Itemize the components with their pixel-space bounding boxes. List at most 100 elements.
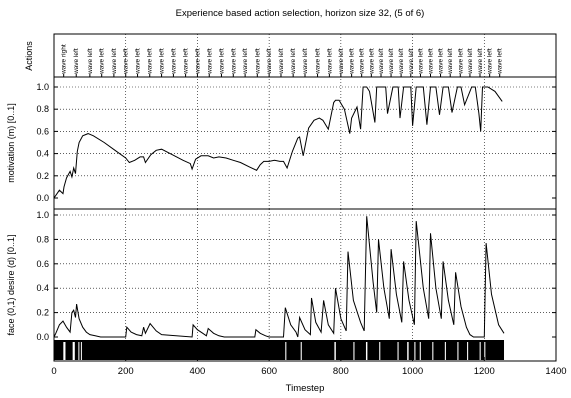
face-gap xyxy=(72,342,75,360)
face-gap xyxy=(479,342,481,360)
desire-y-tick-label: 0.6 xyxy=(36,259,49,269)
x-tick-label: 1000 xyxy=(402,366,423,377)
face-gap xyxy=(467,342,469,360)
motivation-y-tick-label: 0.8 xyxy=(36,104,49,114)
action-label: wave left xyxy=(170,48,177,75)
face-band xyxy=(54,340,505,360)
action-label: wave left xyxy=(378,48,385,75)
face-gap xyxy=(365,342,368,360)
action-label: wave left xyxy=(302,48,309,75)
desire-panel: 0.0 0.2 0.4 0.6 0.8 1.0 face (0,1) desire (d)… xyxy=(6,208,557,362)
face-gap xyxy=(397,342,399,360)
actions-panel: Actions wave right wave left wave left wave… xyxy=(24,33,557,78)
desire-panel-frame xyxy=(53,208,557,362)
action-label: wave left xyxy=(359,48,366,75)
action-label: wave left xyxy=(123,48,130,75)
action-label: wave left xyxy=(368,48,375,75)
motivation-y-tick-label: 0.6 xyxy=(36,126,49,136)
face-bar xyxy=(54,340,505,360)
x-tick-label: 200 xyxy=(118,366,134,377)
desire-grid xyxy=(54,209,556,361)
face-gap xyxy=(414,342,416,360)
motivation-y-tick-label: 0.2 xyxy=(36,171,49,181)
face-gap xyxy=(285,342,287,360)
face-gap xyxy=(484,342,486,360)
face-gap xyxy=(407,342,409,360)
action-label: wave left xyxy=(338,48,345,75)
face-gap xyxy=(80,342,82,360)
face-gap xyxy=(432,342,434,360)
action-label: wave left xyxy=(408,48,415,75)
action-label: wave left xyxy=(242,48,249,75)
action-label: wave left xyxy=(438,48,445,75)
action-label: wave left xyxy=(487,48,494,75)
x-tick-label: 800 xyxy=(333,366,349,377)
action-label: wave left xyxy=(417,48,424,75)
face-gap xyxy=(444,342,446,360)
desire-y-tick-label: 0.2 xyxy=(36,308,49,318)
face-gap xyxy=(419,342,421,360)
x-axis-label: Timestep xyxy=(286,383,325,394)
face-gap xyxy=(353,342,355,360)
x-tick-label: 0 xyxy=(51,366,56,377)
desire-y-tick-label: 0.0 xyxy=(36,332,49,342)
action-label: wave left xyxy=(315,48,322,75)
desire-y-ticks: 0.0 0.2 0.4 0.6 0.8 1.0 xyxy=(36,210,556,342)
motivation-series-line xyxy=(53,86,503,199)
face-gap xyxy=(78,342,80,360)
action-label: wave left xyxy=(349,48,356,75)
action-label: wave left xyxy=(497,48,504,75)
face-gap xyxy=(379,342,381,360)
action-label: wave left xyxy=(218,48,225,75)
action-labels: wave right wave left wave left wave left wav… xyxy=(61,44,504,77)
action-label: wave left xyxy=(254,48,261,75)
face-gap xyxy=(300,342,302,360)
action-label: wave left xyxy=(388,48,395,75)
desire-series-line xyxy=(53,216,505,338)
action-label: wave left xyxy=(266,48,273,75)
action-label: wave left xyxy=(428,48,435,75)
chart-title: Experience based action selection, horiz… xyxy=(176,8,425,19)
face-gap xyxy=(334,342,336,360)
action-label: wave left xyxy=(111,48,118,75)
motivation-panel-frame xyxy=(53,76,557,210)
motivation-y-tick-label: 0.0 xyxy=(36,193,49,203)
action-label: wave right xyxy=(61,44,68,75)
action-label: wave left xyxy=(183,48,190,75)
action-label: wave left xyxy=(230,48,237,75)
action-label: wave left xyxy=(206,48,213,75)
actions-ylabel: Actions xyxy=(24,41,34,71)
x-tick-label: 1200 xyxy=(474,366,495,377)
face-gap xyxy=(63,342,66,360)
desire-ylabel: face (0,1) desire (d) [0..1] xyxy=(6,234,16,335)
action-label: wave left xyxy=(467,48,474,75)
motivation-y-tick-label: 0.4 xyxy=(36,149,49,159)
action-label: wave left xyxy=(194,48,201,75)
action-label: wave left xyxy=(135,48,142,75)
action-label: wave left xyxy=(159,48,166,75)
x-axis-ticks: 0 200 400 600 800 1000 1200 1400 xyxy=(51,357,567,377)
action-label: wave left xyxy=(326,48,333,75)
desire-y-tick-label: 0.4 xyxy=(36,283,49,293)
action-label: wave left xyxy=(477,48,484,75)
action-label: wave left xyxy=(457,48,464,75)
action-label: wave left xyxy=(99,48,106,75)
motivation-ylabel: motivation (m) [0..1] xyxy=(6,103,16,183)
action-label: wave left xyxy=(147,48,154,75)
action-label: wave left xyxy=(398,48,405,75)
action-label: wave left xyxy=(87,48,94,75)
desire-y-tick-label: 0.8 xyxy=(36,234,49,244)
motivation-y-ticks: 0.0 0.2 0.4 0.6 0.8 1.0 xyxy=(36,82,556,203)
action-label: wave left xyxy=(447,48,454,75)
desire-y-tick-label: 1.0 xyxy=(36,210,49,220)
x-tick-label: 600 xyxy=(261,366,277,377)
face-gap xyxy=(457,342,459,360)
action-label: wave left xyxy=(290,48,297,75)
x-tick-label: 400 xyxy=(189,366,205,377)
action-label: wave left xyxy=(73,48,80,75)
x-tick-label: 1400 xyxy=(545,366,566,377)
motivation-y-tick-label: 1.0 xyxy=(36,82,49,92)
action-label: wave left xyxy=(278,48,285,75)
motivation-panel: 0.0 0.2 0.4 0.6 0.8 1.0 motivation (m) [0..1] xyxy=(6,34,557,210)
